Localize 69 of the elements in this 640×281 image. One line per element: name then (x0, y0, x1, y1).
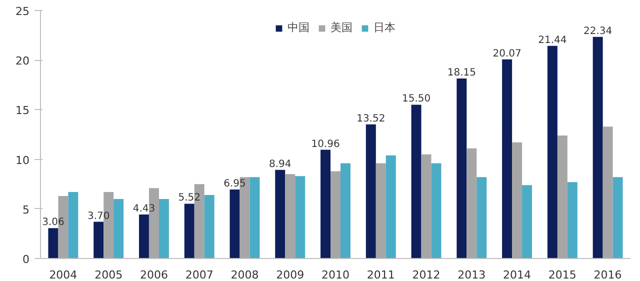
x-tick-label: 2011 (366, 268, 395, 281)
data-label: 20.07 (492, 48, 522, 60)
x-tick-label: 2008 (230, 268, 259, 281)
bar (366, 124, 376, 258)
bar (340, 163, 350, 258)
bar (48, 228, 58, 258)
bar (386, 155, 396, 258)
y-tick-label: 10 (16, 154, 30, 167)
bar (592, 36, 603, 258)
bar (612, 177, 623, 258)
data-label: 8.94 (269, 158, 292, 170)
bar (250, 177, 260, 258)
x-tick-label: 2010 (322, 268, 350, 281)
x-tick-label: 2007 (185, 268, 214, 281)
bar (502, 59, 512, 258)
bar (330, 171, 340, 258)
bar (376, 163, 386, 258)
bar (602, 126, 613, 258)
bar (114, 198, 124, 258)
data-label: 13.52 (356, 113, 386, 124)
data-label: 3.06 (42, 217, 64, 228)
x-tick-label: 2015 (548, 268, 576, 281)
x-tick-label: 2009 (276, 268, 304, 281)
x-tick-label: 2014 (503, 268, 532, 281)
x-tick-label: 2006 (140, 268, 168, 281)
bar (158, 198, 169, 258)
legend-label: 日本 (374, 20, 396, 35)
bar (557, 135, 568, 258)
x-tick-label: 2016 (594, 268, 622, 281)
bar (512, 142, 522, 258)
bar (138, 214, 149, 258)
x-tick-label: 2012 (412, 268, 440, 281)
bar (295, 176, 306, 258)
bar (431, 163, 442, 258)
bar (421, 154, 432, 258)
data-label: 10.96 (311, 138, 340, 150)
bar (411, 104, 422, 258)
data-label: 6.95 (224, 178, 246, 190)
bar (184, 204, 194, 258)
bar (547, 46, 558, 258)
data-label: 4.43 (132, 204, 156, 215)
data-label: 15.50 (402, 94, 431, 105)
data-label: 22.34 (584, 26, 612, 37)
data-label: 21.44 (538, 34, 567, 46)
y-tick-label: 25 (16, 5, 30, 18)
bar (230, 190, 240, 258)
y-tick-label: 0 (22, 253, 30, 266)
bar (94, 222, 104, 258)
bar (320, 150, 331, 258)
y-tick-label: 5 (22, 203, 30, 216)
data-label: 18.15 (447, 67, 476, 78)
bar (285, 174, 296, 258)
bar (275, 170, 286, 258)
legend-label: 中国 (288, 20, 310, 35)
bar (522, 185, 532, 258)
y-tick-label: 15 (16, 104, 30, 118)
bar (567, 182, 578, 258)
bar (476, 177, 487, 258)
bar (456, 78, 467, 258)
data-label: 5.52 (178, 192, 200, 204)
y-tick-label: 20 (16, 54, 30, 68)
x-tick-label: 2013 (458, 268, 486, 281)
bar (204, 195, 214, 258)
x-tick-label: 2005 (94, 268, 123, 281)
bar (68, 192, 78, 258)
data-label: 3.70 (87, 210, 110, 222)
bar (466, 148, 477, 258)
legend-label: 美国 (330, 20, 352, 35)
x-tick-label: 2004 (49, 268, 78, 281)
